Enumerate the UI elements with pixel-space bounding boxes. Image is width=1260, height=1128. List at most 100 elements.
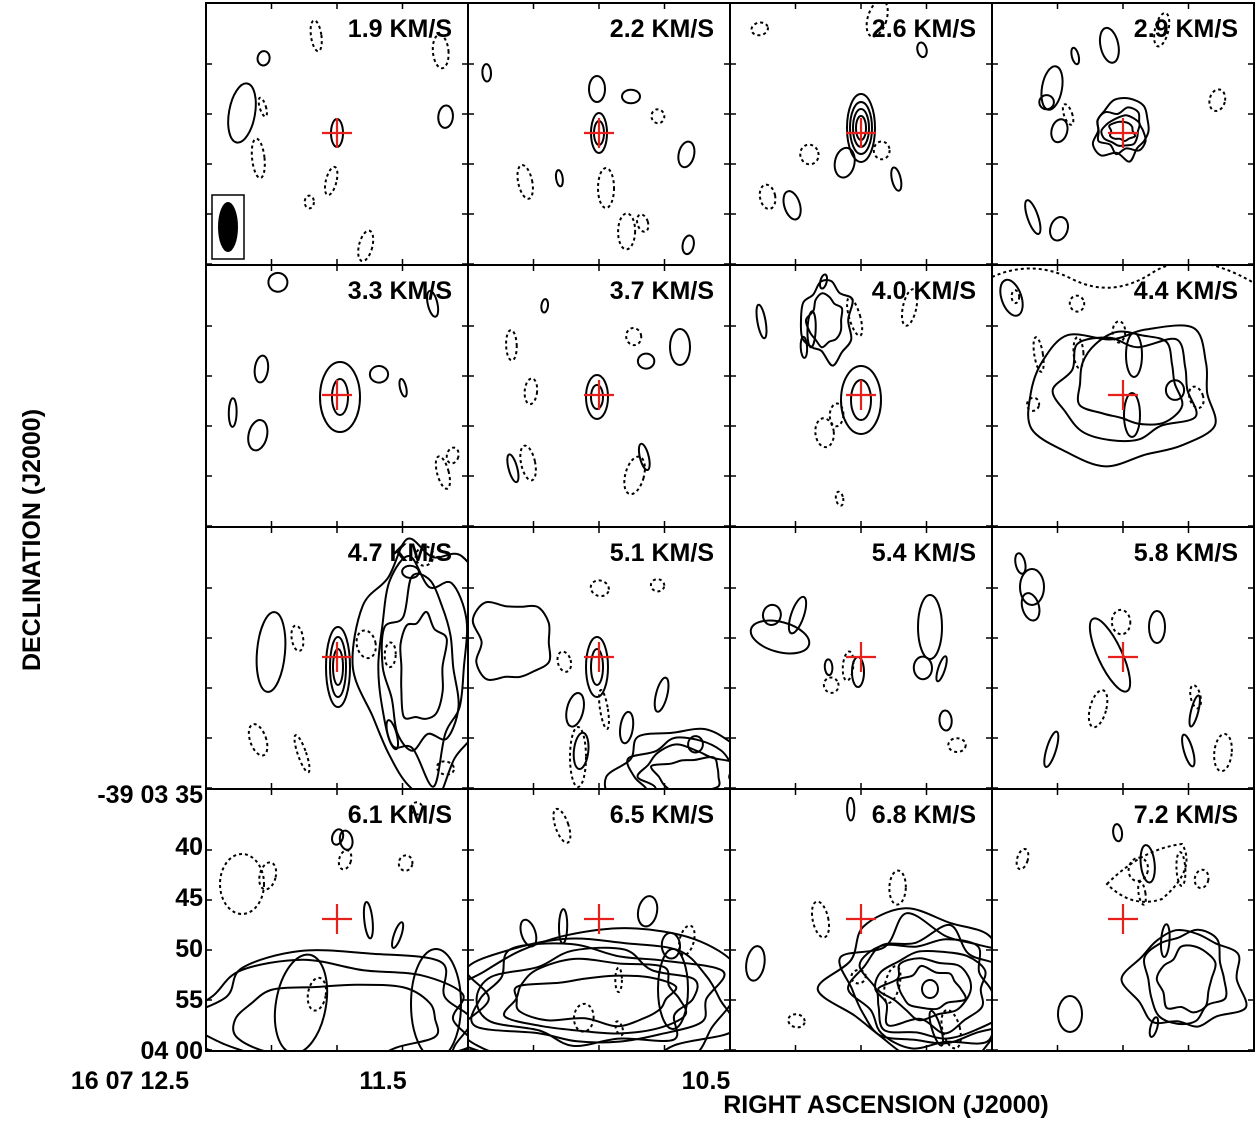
positive-contour (637, 442, 651, 472)
positive-contour (325, 626, 351, 708)
positive-contour (540, 298, 550, 314)
x-axis-title: RIGHT ASCENSION (J2000) (723, 1091, 1049, 1119)
negative-contour (865, 3, 889, 38)
positive-contour (846, 93, 876, 163)
positive-contour (585, 374, 609, 420)
negative-contour (623, 455, 646, 496)
negative-contour (992, 265, 1254, 289)
positive-contour (1043, 730, 1060, 768)
negative-contour (383, 641, 397, 669)
positive-contour (554, 169, 564, 188)
contour-layer (468, 807, 730, 1051)
panel-ticks (991, 789, 1255, 1051)
negative-contour (1087, 689, 1109, 729)
velocity-label: 4.7 KM/S (348, 539, 452, 567)
contour-layer (247, 537, 468, 789)
contour-layer (745, 796, 992, 1051)
positive-contour (745, 945, 766, 982)
contour-layer (471, 578, 730, 789)
positive-contour (1148, 1016, 1160, 1038)
positive-contour (1155, 944, 1217, 1014)
negative-contour (597, 167, 615, 209)
positive-contour (470, 942, 726, 1044)
positive-contour (618, 710, 635, 745)
positive-contour (1070, 46, 1081, 66)
velocity-label: 5.1 KM/S (610, 539, 714, 567)
positive-contour (506, 453, 520, 484)
positive-contour (565, 692, 585, 728)
positive-contour (590, 384, 604, 410)
velocity-panel: 6.1 KM/S (205, 788, 469, 1052)
positive-contour (513, 974, 678, 1028)
negative-contour (1193, 868, 1210, 890)
source-position-marker (846, 380, 876, 410)
positive-contour (877, 957, 972, 1022)
positive-contour (329, 636, 347, 698)
y-tick-label: 04 00 (140, 1037, 203, 1065)
positive-contour (590, 648, 604, 686)
positive-contour (687, 735, 704, 754)
contour-layer (227, 271, 460, 490)
positive-contour (890, 166, 903, 192)
velocity-label: 6.1 KM/S (348, 801, 452, 829)
y-tick-label: 55 (175, 986, 203, 1014)
contour-layer (1024, 11, 1227, 242)
positive-contour (896, 964, 967, 1011)
negative-contour (556, 650, 573, 673)
positive-contour (1112, 823, 1124, 843)
positive-contour (1057, 995, 1083, 1033)
beam-ellipse (218, 202, 238, 252)
negative-contour (258, 861, 278, 891)
positive-contour (650, 755, 721, 789)
negative-contour (940, 1008, 962, 1050)
positive-contour (253, 354, 270, 384)
positive-contour (657, 948, 689, 1030)
negative-contour (1213, 732, 1233, 773)
negative-contour (290, 624, 305, 653)
positive-contour (1019, 568, 1045, 606)
contour-layer (206, 801, 468, 1051)
negative-contour (516, 164, 534, 200)
y-tick-label: -39 03 35 (97, 781, 203, 809)
negative-contour (872, 140, 891, 161)
negative-contour (1127, 856, 1149, 883)
positive-contour (636, 352, 656, 370)
positive-contour (1050, 118, 1069, 144)
negative-contour (445, 446, 460, 465)
positive-contour (782, 190, 802, 221)
velocity-label: 6.5 KM/S (610, 801, 714, 829)
velocity-panel: 4.7 KM/S (205, 526, 469, 790)
positive-contour (749, 619, 811, 655)
velocity-label: 2.2 KM/S (610, 15, 714, 43)
negative-contour (569, 726, 587, 788)
source-position-marker (584, 380, 614, 410)
velocity-panel: 5.8 KM/S (991, 526, 1255, 790)
positive-contour (917, 594, 943, 660)
positive-contour (398, 378, 408, 398)
positive-contour (1148, 610, 1166, 644)
negative-contour (1010, 289, 1021, 305)
source-position-marker (1108, 904, 1138, 934)
beam-inset (211, 194, 245, 260)
positive-contour (1181, 733, 1196, 768)
velocity-panel: 6.5 KM/S (467, 788, 731, 1052)
positive-contour (849, 101, 873, 155)
y-tick-label: 45 (175, 884, 203, 912)
negative-contour (617, 212, 637, 251)
negative-contour (846, 296, 864, 337)
positive-contour (761, 603, 782, 626)
contour-layer (1015, 823, 1248, 1038)
positive-contour (338, 829, 354, 851)
velocity-panel: 7.2 KM/S (991, 788, 1255, 1052)
negative-contour (505, 329, 518, 362)
positive-contour (232, 983, 440, 1051)
velocity-label: 3.3 KM/S (348, 277, 452, 305)
velocity-panel: 3.7 KM/S (467, 264, 731, 528)
contour-layer (1014, 552, 1233, 773)
negative-contour (650, 108, 666, 125)
velocity-label: 7.2 KM/S (1134, 801, 1238, 829)
positive-contour (1040, 65, 1064, 111)
negative-contour (625, 327, 643, 347)
positive-contour (481, 63, 493, 83)
positive-contour (227, 82, 257, 144)
